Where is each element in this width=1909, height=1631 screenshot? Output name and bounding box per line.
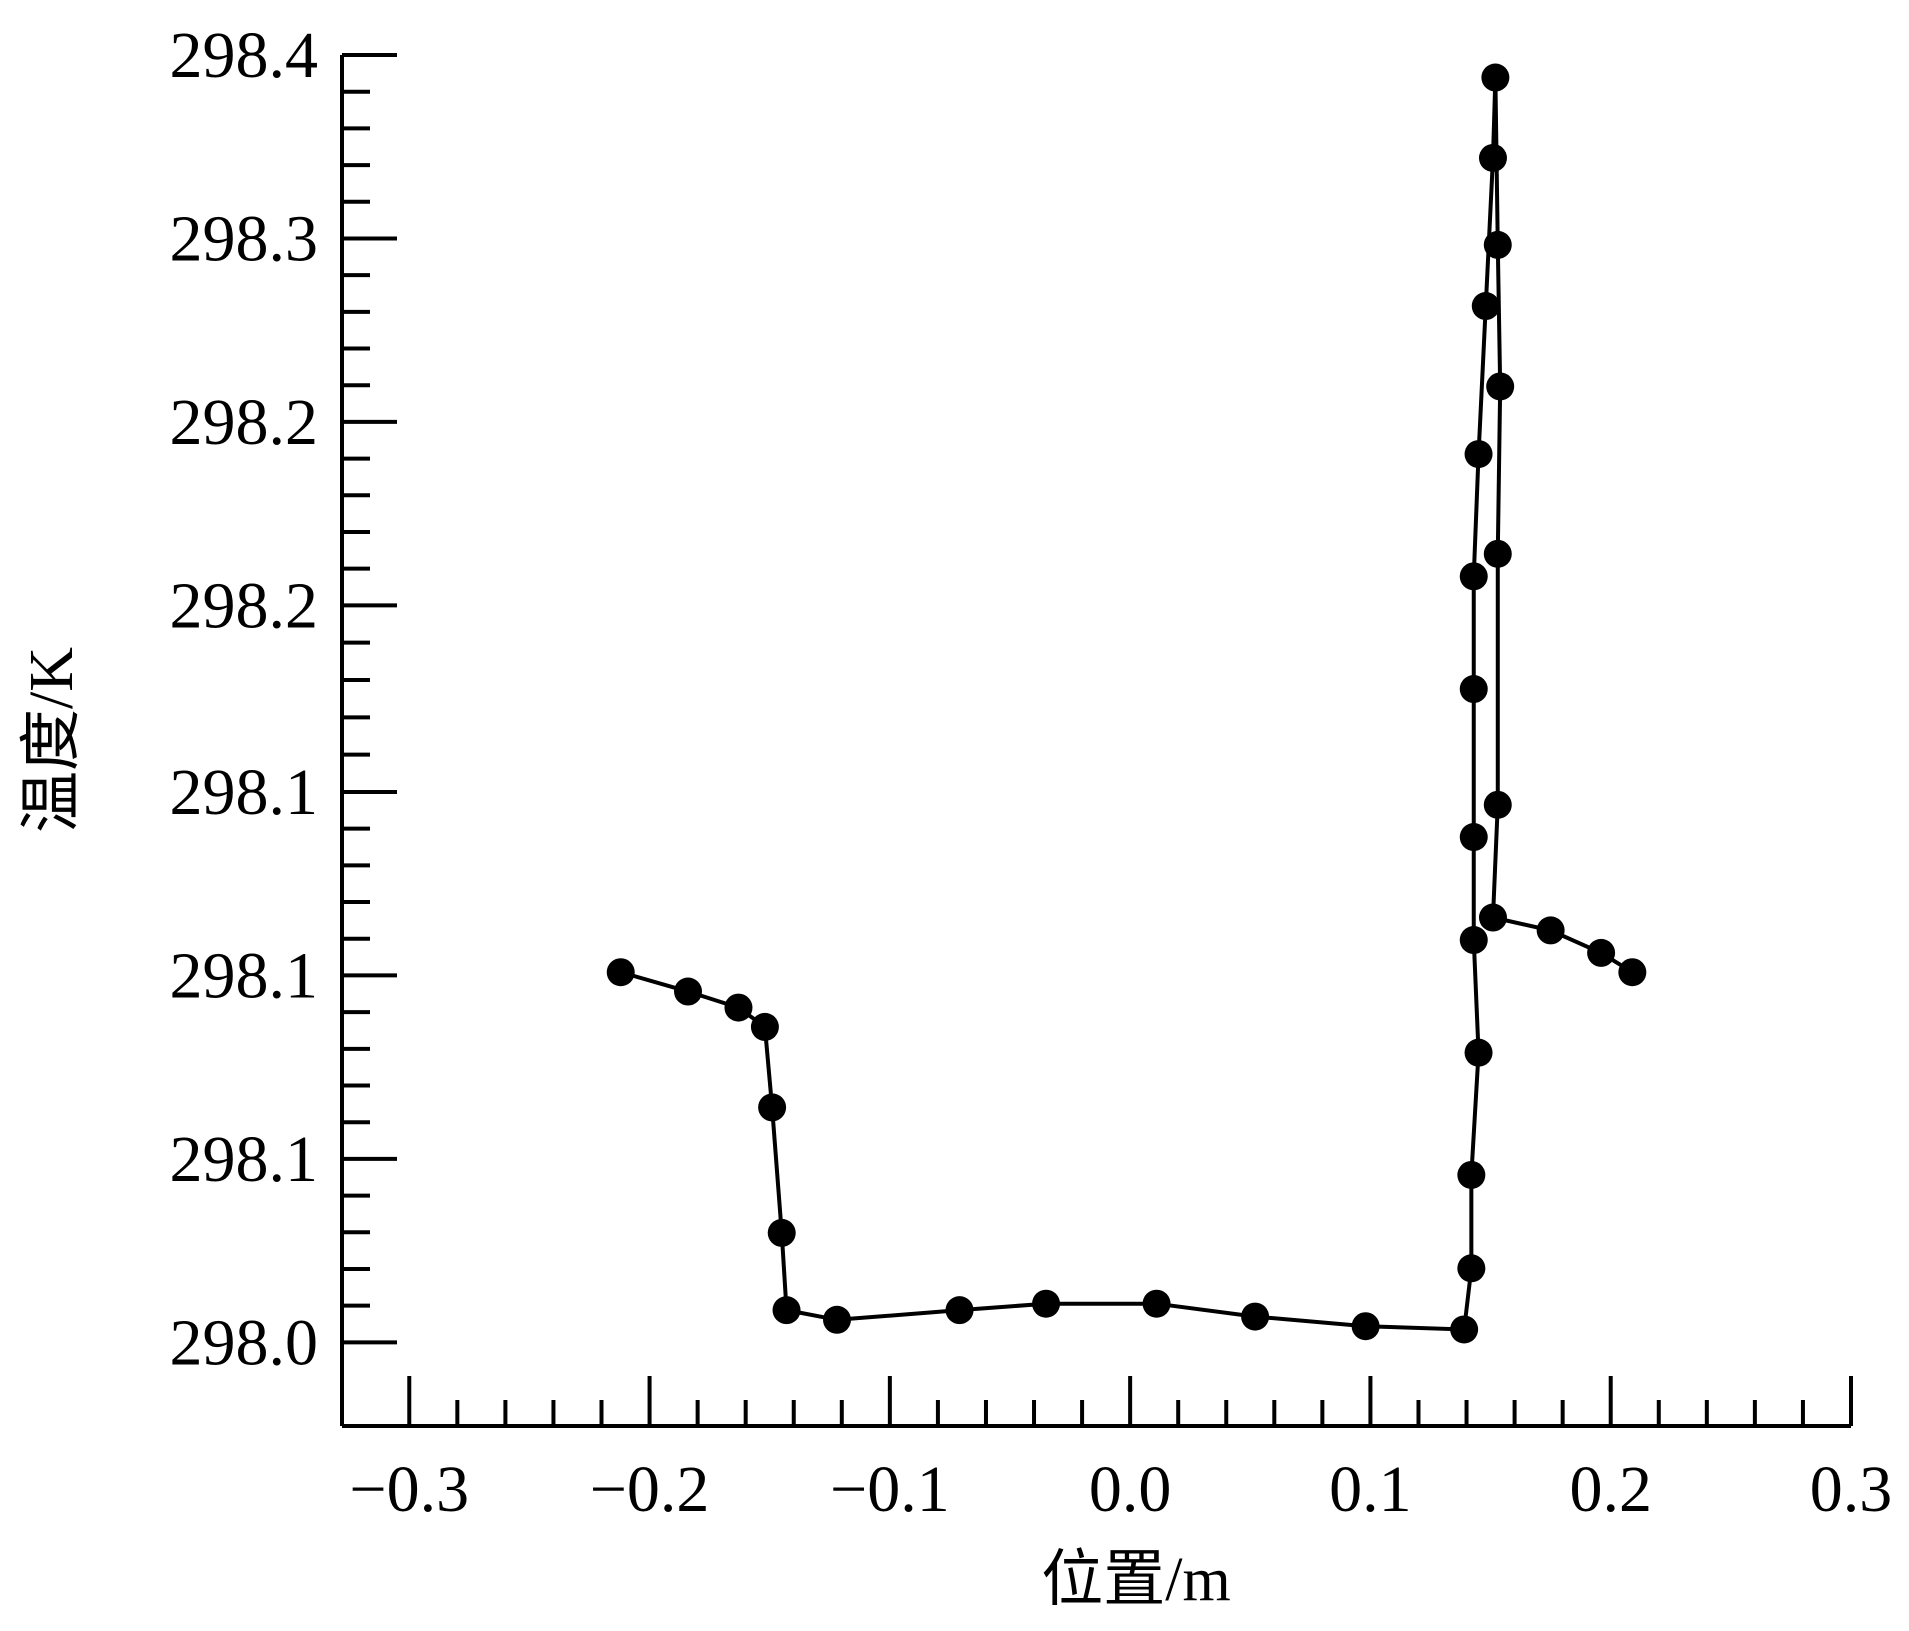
data-point <box>1481 63 1510 92</box>
x-tick-label: 0.1 <box>1329 1453 1412 1526</box>
data-point <box>1351 1312 1380 1341</box>
data-point <box>1464 440 1493 469</box>
data-point <box>1618 958 1647 987</box>
data-point <box>822 1305 851 1334</box>
y-tick-label: 298.1 <box>170 756 319 829</box>
data-point <box>1459 675 1488 704</box>
data-point <box>1483 539 1512 568</box>
data-point <box>758 1093 787 1122</box>
data-point <box>674 977 703 1006</box>
data-point <box>1483 790 1512 819</box>
data-point <box>606 958 635 987</box>
data-point <box>767 1218 796 1247</box>
data-point <box>1478 143 1507 172</box>
y-tick-label: 298.2 <box>170 569 319 642</box>
y-tick-label: 298.4 <box>170 19 319 92</box>
data-line <box>620 77 1634 1332</box>
data-point <box>1471 292 1500 321</box>
data-point <box>1450 1315 1479 1344</box>
y-tick-label: 298.1 <box>170 939 319 1012</box>
data-point <box>1459 562 1488 591</box>
y-tick-label: 298.2 <box>170 386 319 459</box>
data-point <box>772 1296 801 1325</box>
y-tick-label: 298.0 <box>170 1306 319 1379</box>
data-point <box>1241 1302 1270 1331</box>
x-tick-label: 0.0 <box>1089 1453 1172 1526</box>
x-tick-label: −0.2 <box>590 1453 710 1526</box>
data-point <box>750 1012 779 1041</box>
data-point <box>724 993 753 1022</box>
data-point <box>1464 1038 1493 1067</box>
y-tick-label: 298.3 <box>170 202 319 275</box>
data-point <box>1032 1289 1061 1318</box>
x-tick-label: −0.1 <box>830 1453 950 1526</box>
data-point <box>1142 1289 1171 1318</box>
x-tick-label: 0.3 <box>1810 1453 1893 1526</box>
data-point <box>1459 823 1488 852</box>
data-point <box>1587 938 1616 967</box>
x-axis-label: 位置/m <box>1041 1546 1230 1614</box>
data-point <box>1478 903 1507 932</box>
y-axis-label: 温度/K <box>18 647 86 833</box>
data-point <box>1459 926 1488 955</box>
data-point <box>1536 916 1565 945</box>
data-point <box>945 1296 974 1325</box>
data-point <box>1483 230 1512 259</box>
data-point <box>1486 372 1515 401</box>
data-point <box>1457 1254 1486 1283</box>
x-tick-label: 0.2 <box>1569 1453 1652 1526</box>
x-tick-label: −0.3 <box>349 1453 469 1526</box>
y-tick-label: 298.1 <box>170 1123 319 1196</box>
data-point <box>1457 1160 1486 1189</box>
